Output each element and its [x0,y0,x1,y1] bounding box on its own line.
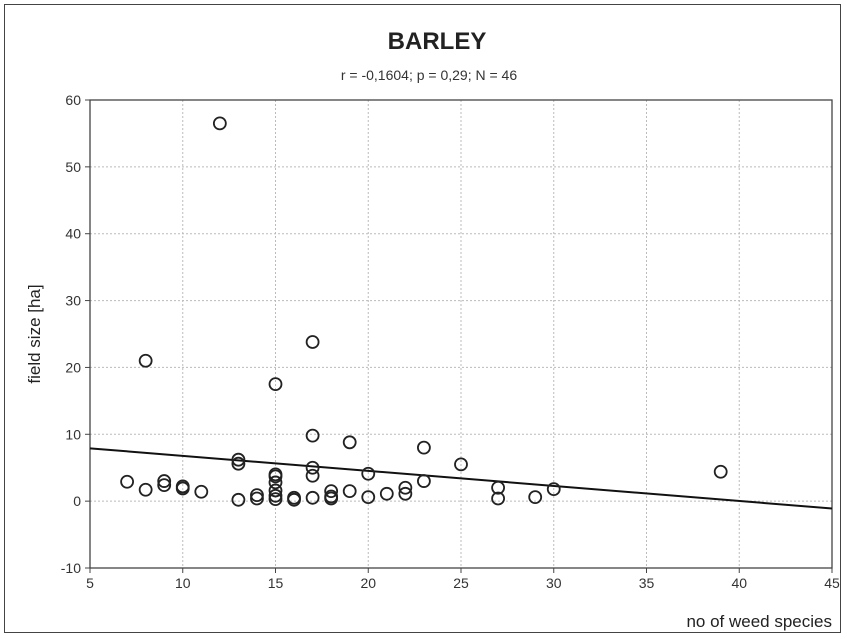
regression-line [89,447,833,510]
data-point [175,481,190,496]
y-tick-label: 10 [65,426,81,442]
data-point [231,492,246,507]
data-point [342,484,357,499]
data-point [138,353,153,368]
data-point [305,428,320,443]
data-point [491,491,506,506]
x-tick-label: 10 [175,575,191,591]
x-tick-label: 20 [360,575,376,591]
data-point [454,457,468,472]
data-point [268,483,283,498]
x-tick-label: 30 [546,575,562,591]
data-point [324,491,339,506]
data-point [287,492,301,507]
chart-title: BARLEY [388,28,487,55]
data-point [416,440,431,455]
y-tick-label: -10 [61,560,81,576]
y-axis-label: field size [ha] [25,284,44,383]
data-point [268,492,283,507]
y-tick-label: 60 [65,92,81,108]
data-point [268,469,283,484]
y-tick-label: 40 [65,226,81,242]
ticks-layer: 5 10 15 20 25 30 35 40 45 -10 0 10 20 30 40 50 60 [61,92,840,591]
data-point [268,377,283,392]
x-tick-label: 45 [824,575,840,591]
data-point [491,480,506,495]
y-tick-label: 30 [65,293,81,309]
y-tick-label: 0 [73,493,81,509]
data-point [528,490,543,505]
points-layer [120,116,728,507]
data-point [231,456,246,471]
data-point [231,452,246,467]
data-point [398,486,413,501]
data-point [546,482,561,497]
data-point [305,468,320,483]
data-point [305,490,320,505]
data-point [305,460,320,475]
data-point [398,480,413,495]
data-point [713,464,728,479]
x-tick-label: 40 [731,575,747,591]
data-point [361,490,376,505]
data-point [157,474,172,488]
data-point [361,466,376,481]
data-point [342,435,357,450]
x-tick-label: 5 [86,575,94,591]
data-point [250,491,264,506]
chart-frame [4,4,841,633]
x-tick-label: 15 [268,575,284,591]
data-point [194,484,209,499]
data-point [268,475,283,490]
x-tick-label: 25 [453,575,469,591]
data-point [379,486,394,501]
x-tick-label: 35 [639,575,655,591]
x-axis-label: no of weed species [686,612,832,631]
data-point [120,474,134,489]
y-tick-label: 50 [65,159,81,175]
data-point [157,478,172,492]
data-point [416,474,431,488]
data-point [138,482,153,497]
data-point [212,116,227,131]
data-point [324,484,339,499]
chart-subtitle: r = -0,1604; p = 0,29; N = 46 [341,67,517,83]
y-tick-label: 20 [65,359,81,375]
data-point [305,335,320,349]
